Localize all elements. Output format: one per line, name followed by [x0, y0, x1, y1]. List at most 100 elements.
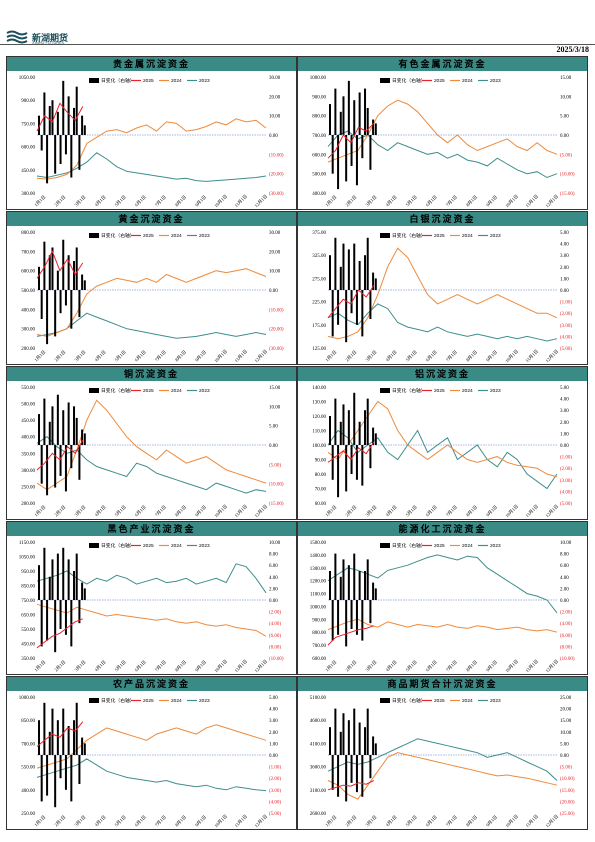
daily-change-bar	[43, 702, 46, 755]
daily-change-bar	[353, 243, 356, 290]
x-tick-label: 9月1日	[194, 349, 208, 363]
right-tick-label: (3.00)	[269, 789, 281, 794]
daily-change-bar	[374, 588, 377, 600]
x-tick-label: 11月1日	[525, 504, 540, 519]
left-tick-label: 350.00	[21, 657, 35, 662]
daily-change-bar	[331, 755, 334, 790]
daily-change-bar	[372, 427, 375, 445]
x-tick-label: 7月1日	[445, 194, 459, 208]
chart-panel: 能源化工沉淀资金 1500.00 1400.00 1300.00 1200.00 1100…	[297, 521, 588, 675]
right-tick-label: (4.00)	[269, 800, 281, 805]
x-tick-label: 3月1日	[74, 349, 88, 363]
x-tick-label: 7月1日	[154, 349, 168, 363]
daily-change-bar	[345, 290, 348, 343]
x-tick-label: 9月1日	[485, 814, 499, 828]
left-tick-label: 1050.00	[19, 556, 36, 561]
x-tick-label: 10月1日	[213, 659, 228, 674]
daily-change-bar	[54, 755, 57, 808]
daily-change-bar	[339, 731, 342, 755]
daily-change-bar	[64, 290, 67, 306]
chart-panel: 黄金沉淀资金 800.00 700.00 600.00 500.00 400.00 300.…	[6, 211, 297, 365]
x-tick-label: 7月1日	[445, 659, 459, 673]
daily-change-bar	[38, 565, 40, 600]
left-tick-label: 1200.00	[310, 580, 327, 585]
right-tick-label: 6.00	[560, 564, 569, 569]
left-tick-label: 300.00	[21, 192, 35, 197]
x-tick-label: 2月1日	[53, 349, 67, 363]
legend-swatch	[380, 233, 390, 238]
daily-change-bar	[67, 96, 70, 135]
daily-change-bar	[67, 402, 70, 445]
x-tick-label: 10月1日	[504, 814, 519, 829]
daily-change-bar	[59, 290, 62, 314]
right-tick-label: (30.00)	[269, 192, 284, 197]
left-tick-label: 200.00	[21, 502, 35, 507]
right-tick-label: 15.00	[269, 386, 281, 391]
legend-swatch	[89, 233, 99, 238]
x-tick-label: 1月1日	[33, 504, 47, 518]
left-tick-label: 600.00	[312, 153, 326, 158]
company-logo: 新湖期货 XINHU FUTURES	[6, 30, 68, 46]
left-tick-label: 850.00	[21, 585, 35, 590]
legend-label: 2025	[143, 233, 154, 239]
x-tick-label: 4月1日	[94, 659, 108, 673]
daily-change-bar	[81, 737, 84, 755]
series-2023-line	[36, 758, 267, 792]
left-tick-label: 250.00	[21, 812, 35, 817]
daily-change-bar	[83, 125, 86, 135]
daily-change-bar	[337, 445, 340, 498]
legend-swatch	[89, 78, 99, 83]
right-tick-label: (3.00)	[560, 324, 572, 329]
daily-change-bar	[75, 247, 78, 290]
x-tick-label: 7月1日	[445, 349, 459, 363]
daily-change-bar	[70, 755, 73, 802]
daily-change-bar	[366, 559, 369, 600]
daily-change-bar	[59, 755, 62, 779]
daily-change-bar	[56, 553, 59, 600]
legend-swatch	[380, 78, 390, 83]
left-tick-label: 3100.00	[310, 789, 327, 794]
right-tick-label: 5.00	[269, 425, 278, 430]
x-tick-label: 7月1日	[154, 504, 168, 518]
daily-change-bar	[339, 266, 342, 290]
daily-change-bar	[40, 600, 43, 647]
left-tick-label: 100.00	[312, 444, 326, 449]
right-tick-label: 0.00	[269, 134, 278, 139]
x-tick-label: 9月1日	[485, 504, 499, 518]
series-2024-line	[36, 603, 267, 637]
logo-subtext: XINHU FUTURES	[32, 40, 65, 45]
legend-label: 2024	[462, 78, 473, 84]
right-tick-label: 1.00	[560, 432, 569, 437]
daily-change-bar	[350, 445, 353, 474]
daily-change-bar	[73, 107, 76, 135]
daily-change-bar	[331, 290, 334, 337]
daily-change-bar	[62, 708, 65, 755]
chart-title: 贵金属沉淀资金	[7, 57, 296, 71]
x-tick-label: 3月1日	[365, 504, 379, 518]
report-header: 新湖期货 XINHU FUTURES 2025/3/18	[0, 0, 595, 54]
left-tick-label: 700.00	[21, 250, 35, 255]
chart-title: 白银沉淀资金	[298, 212, 587, 226]
daily-change-bar	[67, 559, 70, 600]
left-tick-label: 250.00	[21, 485, 35, 490]
right-tick-label: (15.00)	[560, 192, 575, 197]
daily-change-bar	[78, 600, 81, 624]
right-tick-label: 0.00	[560, 754, 569, 759]
legend-label: 2025	[434, 78, 445, 84]
daily-change-bar	[366, 398, 369, 445]
legend-label: 2025	[143, 388, 154, 394]
right-tick-label: 4.00	[560, 243, 569, 248]
daily-change-bar	[337, 755, 340, 797]
x-tick-label: 2月1日	[344, 194, 358, 208]
right-tick-label: (20.00)	[269, 173, 284, 178]
series-2023-line	[327, 429, 558, 490]
daily-change-bar	[337, 600, 340, 635]
daily-change-bar	[59, 135, 62, 164]
daily-change-bar	[81, 582, 84, 600]
daily-change-bar	[62, 547, 65, 600]
x-tick-label: 11月1日	[234, 194, 249, 209]
daily-change-bar	[337, 135, 340, 190]
x-tick-label: 11月1日	[525, 659, 540, 674]
chart-legend: 日变化（右轴） 2025 2024 2023	[89, 387, 210, 394]
daily-change-bar	[73, 261, 76, 290]
